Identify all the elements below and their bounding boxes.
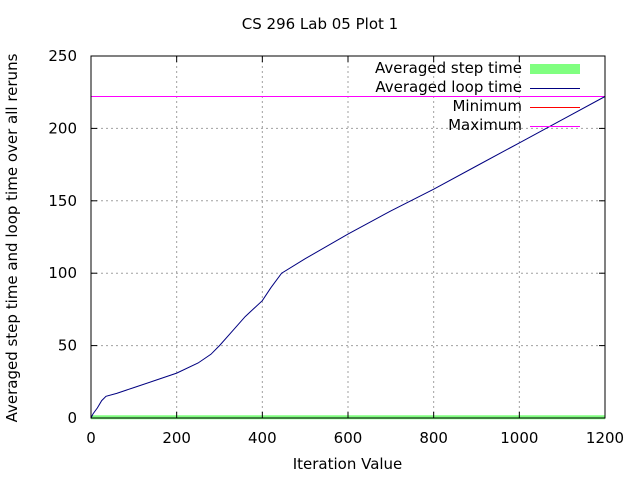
legend-entry-loop-time: Averaged loop time [300,78,600,97]
y-tick-label: 100 [48,264,77,282]
legend-swatch [530,88,580,89]
legend-swatch [530,126,580,127]
y-axis-label: Averaged step time and loop time over al… [3,53,21,423]
y-tick-label: 0 [67,409,77,427]
ticks: 0 200 400 600 800 1000 1200 0 50 100 150 200 250 [48,47,624,447]
legend-swatch [530,64,580,74]
x-tick-label: 600 [334,429,363,447]
legend-entry-step-time: Averaged step time [300,59,600,78]
x-tick-label: 0 [86,429,96,447]
legend-label: Minimum [452,97,522,115]
y-tick-label: 150 [48,192,77,210]
x-tick-label: 200 [162,429,191,447]
x-tick-label: 400 [248,429,277,447]
legend: Averaged step time Averaged loop time Mi… [300,59,600,135]
x-tick-label: 1200 [586,429,624,447]
x-axis-label: Iteration Value [292,455,403,473]
legend-label: Averaged loop time [375,78,522,96]
legend-label: Averaged step time [375,59,522,77]
y-tick-label: 250 [48,47,77,65]
grid [91,56,605,418]
y-tick-label: 50 [58,337,77,355]
y-tick-label: 200 [48,119,77,137]
chart-title: CS 296 Lab 05 Plot 1 [241,15,399,33]
legend-swatch [530,107,580,108]
legend-entry-maximum: Maximum [300,116,600,135]
legend-label: Maximum [448,116,522,134]
series-line-1 [90,96,606,419]
x-tick-label: 800 [419,429,448,447]
x-tick-label: 1000 [500,429,538,447]
legend-entry-minimum: Minimum [300,97,600,116]
